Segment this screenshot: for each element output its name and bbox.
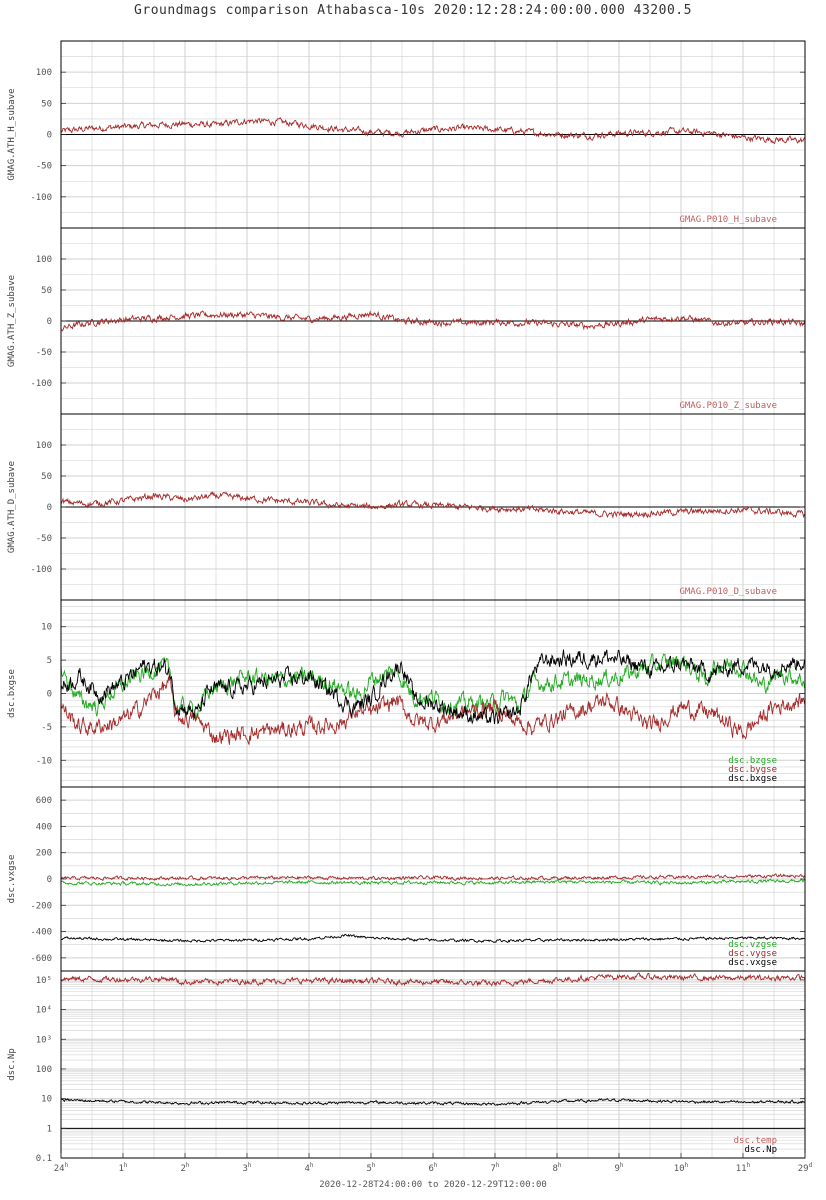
x-tick-label: 11h — [736, 1162, 751, 1174]
y-tick-label: 5 — [47, 656, 52, 666]
y-axis-label: dsc.vxgse — [7, 855, 17, 904]
panel-3: -100 -50 0 50 100 GMAG.ATH_D_subave GMAG.P010_… — [7, 413, 806, 601]
y-tick-label: 10 — [41, 1095, 52, 1105]
legend-entry: dsc.Np — [744, 1145, 777, 1155]
y-tick-label: 10 — [41, 623, 52, 633]
y-tick-label: -5 — [41, 723, 52, 733]
y-tick-label: 0 — [47, 875, 52, 885]
x-tick-label: 5h — [366, 1162, 375, 1174]
panel-2: -100 -50 0 50 100 GMAG.ATH_Z_subave GMAG.P010_… — [7, 227, 806, 415]
y-tick-label: -50 — [36, 534, 52, 544]
y-tick-label: -100 — [30, 193, 52, 203]
series-line-data — [60, 116, 806, 145]
series-line-data — [60, 491, 806, 519]
x-tick-label: 2h — [180, 1162, 189, 1174]
x-tick-label: 8h — [552, 1162, 561, 1174]
y-tick-label: 200 — [36, 849, 52, 859]
y-tick-label: 100 — [36, 255, 52, 265]
x-tick-label: 9h — [614, 1162, 623, 1174]
y-tick-label: 0 — [47, 690, 52, 700]
y-axis-label: GMAG.ATH_D_subave — [7, 461, 17, 553]
series-line-dsc.temp — [60, 972, 806, 987]
x-tick-label: 10h — [674, 1162, 689, 1174]
legend-entry: dsc.bygse — [728, 765, 777, 775]
y-axis-label: dsc.bxgse — [7, 669, 17, 718]
y-tick-label: -10 — [36, 756, 52, 766]
x-tick-label: 6h — [428, 1162, 437, 1174]
y-axis-label: GMAG.ATH_Z_subave — [7, 275, 17, 367]
y-tick-label: -100 — [30, 379, 52, 389]
y-tick-label: 0 — [47, 503, 52, 513]
series-line-dsc.vygse — [60, 873, 806, 882]
panel-5: -600 -400 -200 0 200 400 600 dsc.vxgse dsc.vzgse… — [7, 786, 806, 972]
series-line-dsc.Np — [60, 1097, 806, 1107]
y-tick-label: 0 — [47, 131, 52, 141]
y-tick-label: -50 — [36, 162, 52, 172]
x-tick-label: 3h — [242, 1162, 251, 1174]
y-tick-label: -200 — [30, 901, 52, 911]
series-line-data — [60, 310, 806, 332]
y-tick-label: 100 — [36, 68, 52, 78]
y-tick-label: 600 — [36, 796, 52, 806]
y-tick-label: 10⁵ — [36, 976, 52, 986]
x-axis: 24h 1h 2h 3h 4h 5h 6h 7h 8h 9h 10h 11h 29d — [54, 1153, 813, 1174]
series-line-dsc.vzgse — [60, 878, 806, 887]
y-tick-label: 100 — [36, 1065, 52, 1075]
y-tick-label: 50 — [41, 286, 52, 296]
legend-entry: GMAG.P010_D_subave — [679, 587, 777, 597]
x-tick-label: 29d — [798, 1162, 813, 1174]
panel-1: -100 -50 0 50 100 GMAG.ATH_H_subave GMAG.P010_… — [7, 40, 806, 229]
series-line-dsc.bygse — [60, 676, 806, 746]
y-tick-label: 0.1 — [36, 1154, 52, 1164]
y-tick-label: 50 — [41, 99, 52, 109]
y-tick-label: 10⁴ — [36, 1006, 52, 1016]
y-tick-label: -600 — [30, 954, 52, 964]
y-tick-label: -100 — [30, 565, 52, 575]
y-tick-label: 400 — [36, 822, 52, 832]
x-tick-label: 4h — [304, 1162, 313, 1174]
x-tick-label: 24h — [54, 1162, 69, 1174]
y-tick-label: -400 — [30, 928, 52, 938]
legend-entry: GMAG.P010_H_subave — [679, 215, 777, 225]
legend-entry: dsc.bxgse — [728, 774, 777, 784]
time-range-footer: 2020-12-28T24:00:00 to 2020-12-29T12:00:… — [319, 1180, 547, 1190]
legend-entry: dsc.bzgse — [728, 756, 777, 766]
y-tick-label: 10³ — [36, 1035, 52, 1045]
y-axis-label: GMAG.ATH_H_subave — [7, 88, 17, 180]
y-tick-label: 1 — [47, 1124, 52, 1134]
y-axis-label: dsc.Np — [7, 1048, 17, 1081]
legend-entry: dsc.vxgse — [728, 958, 777, 968]
legend-entry: dsc.vygse — [728, 949, 777, 959]
y-tick-label: 50 — [41, 472, 52, 482]
y-tick-label: 100 — [36, 441, 52, 451]
chart-title: Groundmags comparison Athabasca-10s 2020… — [134, 3, 692, 18]
legend-entry: dsc.temp — [734, 1136, 777, 1146]
legend-entry: GMAG.P010_Z_subave — [679, 401, 777, 411]
legend-entry: dsc.vzgse — [728, 940, 777, 950]
panel-4: -10-50510dsc.bxgsedsc.bzgsedsc.bygsedsc.… — [7, 599, 806, 788]
series-line-dsc.vxgse — [60, 933, 805, 944]
y-tick-label: -50 — [36, 348, 52, 358]
x-tick-label: 7h — [490, 1162, 499, 1174]
y-tick-label: 0 — [47, 317, 52, 327]
x-tick-label: 1h — [118, 1162, 127, 1174]
series-line-dsc.bxgse — [60, 649, 806, 725]
